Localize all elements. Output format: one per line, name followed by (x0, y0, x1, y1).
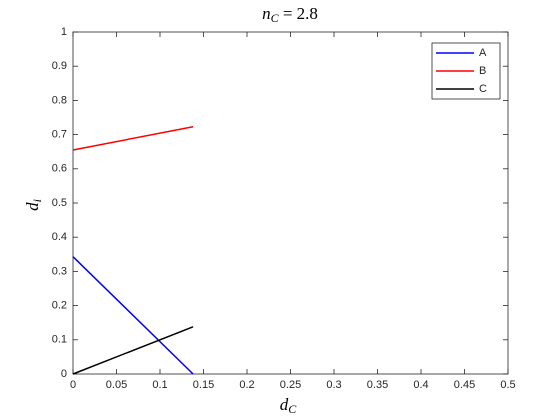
series-line (72, 125, 194, 151)
x-tick-label: 0.4 (413, 379, 428, 391)
ylabel-base: d (23, 202, 42, 211)
x-tick-label: 0 (70, 379, 76, 391)
y-tick-label: 0 (61, 368, 67, 380)
xlabel-sub: C (288, 402, 297, 416)
x-axis-label: dC (280, 395, 298, 416)
x-tick-label: 0.1 (152, 379, 167, 391)
x-tick-label: 0.5 (500, 379, 515, 391)
title-base: n (262, 4, 271, 23)
legend-label: B (479, 65, 486, 77)
y-tick-label: 0.4 (52, 231, 67, 243)
y-tick-label: 0.2 (52, 300, 67, 312)
legend-label: A (479, 47, 487, 59)
y-tick-label: 0.1 (52, 334, 67, 346)
x-tick-label: 0.35 (367, 379, 388, 391)
x-tick-label: 0.2 (239, 379, 254, 391)
y-tick-label: 1 (61, 26, 67, 38)
series-line (72, 256, 194, 375)
y-tick-label: 0.6 (52, 163, 67, 175)
title-rest: = 2.8 (279, 4, 318, 23)
legend-label: C (479, 83, 487, 95)
x-tick-label: 0.45 (454, 379, 475, 391)
x-tick-label: 0.3 (326, 379, 341, 391)
y-tick-label: 0.3 (52, 265, 67, 277)
y-tick-label: 0.7 (52, 129, 67, 141)
xlabel-base: d (280, 395, 289, 414)
y-tick-label: 0.8 (52, 94, 67, 106)
x-tick-label: 0.25 (280, 379, 301, 391)
ylabel-sub: i (30, 199, 44, 202)
y-tick-label: 0.9 (52, 60, 67, 72)
legend: ABC (431, 42, 501, 100)
title-sub: C (271, 11, 280, 25)
series-line (72, 326, 194, 375)
x-tick-label: 0.05 (106, 379, 127, 391)
y-axis-label: di (23, 199, 44, 211)
chart-title: nC = 2.8 (262, 4, 318, 25)
x-tick-label: 0.15 (193, 379, 214, 391)
y-tick-label: 0.5 (52, 197, 67, 209)
